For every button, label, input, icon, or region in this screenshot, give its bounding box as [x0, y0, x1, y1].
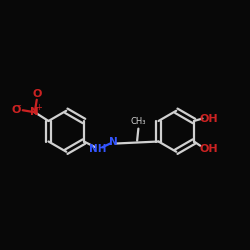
Text: O: O: [12, 105, 21, 115]
Text: N: N: [30, 107, 39, 117]
Text: O: O: [32, 89, 42, 99]
Text: OH: OH: [199, 144, 218, 154]
Text: NH: NH: [89, 144, 106, 154]
Text: −: −: [15, 103, 21, 109]
Text: OH: OH: [200, 114, 218, 124]
Text: N: N: [109, 137, 118, 147]
Text: CH₃: CH₃: [130, 117, 146, 126]
Text: +: +: [36, 103, 43, 112]
